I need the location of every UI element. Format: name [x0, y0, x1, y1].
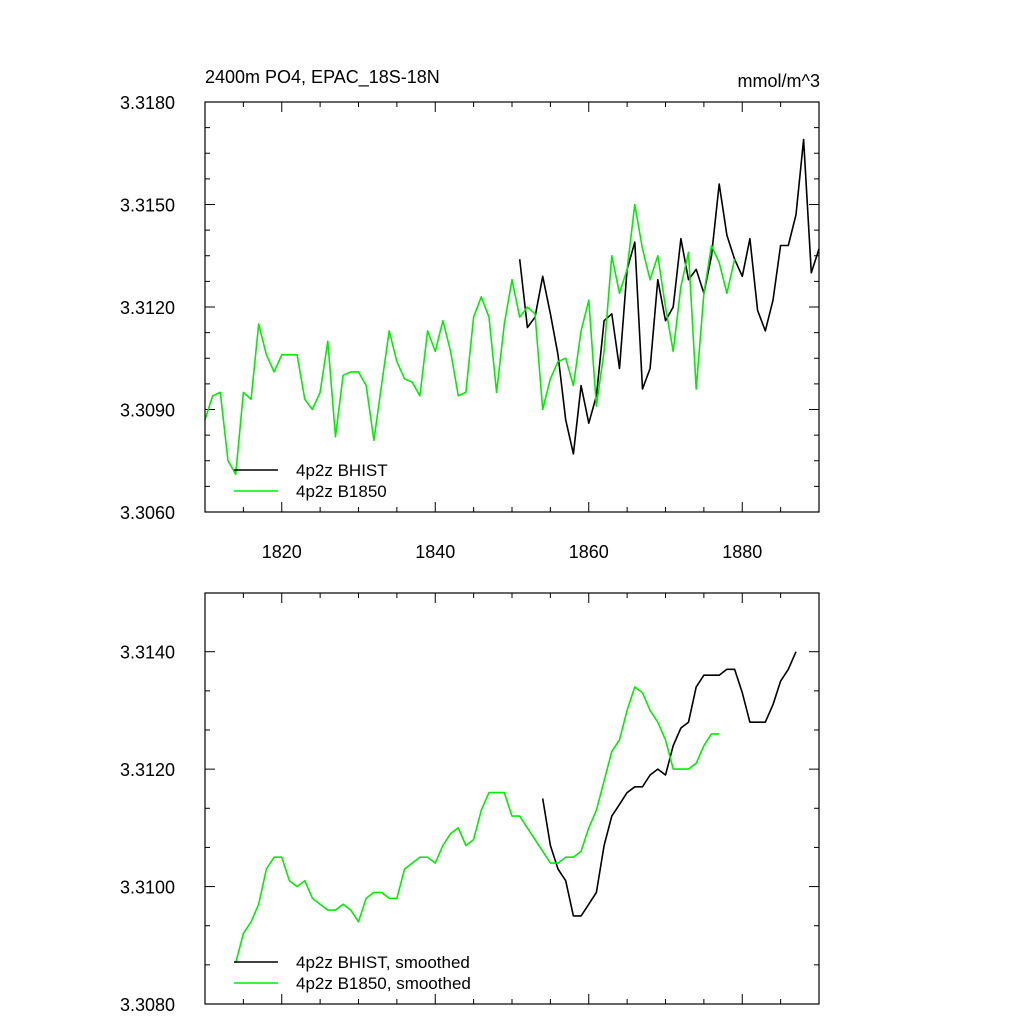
- bottom-panel: 3.3080 3.3100 3.3120 3.3140 4p2z BHIST, smo…: [120, 592, 820, 1015]
- legend-label-bhist: 4p2z BHIST: [296, 461, 388, 480]
- legend-label-b1850: 4p2z B1850: [296, 482, 387, 501]
- top-plot-frame: [204, 101, 820, 513]
- chart-units: mmol/m^3: [738, 71, 820, 91]
- legend-label-bhist-smoothed: 4p2z BHIST, smoothed: [296, 953, 470, 972]
- top-x-tick-label: 1820: [262, 542, 302, 562]
- bottom-y-tick-label: 3.3140: [120, 643, 175, 663]
- top-x-tick-label: 1880: [722, 542, 762, 562]
- bottom-plot-frame: [204, 592, 820, 1005]
- top-y-tick-label: 3.3150: [120, 196, 175, 216]
- top-y-tick-label: 3.3120: [120, 298, 175, 318]
- top-y-tick-label: 3.3060: [120, 503, 175, 523]
- top-x-tick-label: 1840: [415, 542, 455, 562]
- top-legend: 4p2z BHIST 4p2z B1850: [234, 461, 388, 501]
- top-axis-ticks: 1820 1840 1860 1880 3.3060 3.3090 3.3120 3.3150…: [120, 93, 819, 562]
- top-series-line-bhist: [518, 138, 820, 455]
- top-series-line-b1850: [204, 203, 736, 476]
- bottom-axis-ticks: 3.3080 3.3100 3.3120 3.3140: [120, 593, 819, 1015]
- bottom-y-tick-label: 3.3100: [120, 878, 175, 898]
- legend-label-b1850-smoothed: 4p2z B1850, smoothed: [296, 974, 471, 993]
- bottom-y-tick-label: 3.3080: [120, 995, 175, 1015]
- top-y-tick-label: 3.3090: [120, 401, 175, 421]
- bottom-legend: 4p2z BHIST, smoothed 4p2z B1850, smoothe…: [234, 953, 471, 993]
- bottom-y-tick-label: 3.3120: [120, 760, 175, 780]
- top-y-tick-label: 3.3180: [120, 93, 175, 113]
- top-panel: 2400m PO4, EPAC_18S-18N mmol/m^3 1820 184…: [120, 67, 820, 562]
- top-series-group: [204, 138, 820, 476]
- bottom-series-line-b1850: [234, 686, 720, 964]
- bottom-series-group: [234, 651, 797, 964]
- bottom-series-line-bhist: [541, 651, 797, 917]
- chart-title: 2400m PO4, EPAC_18S-18N: [205, 67, 440, 88]
- top-x-tick-label: 1860: [569, 542, 609, 562]
